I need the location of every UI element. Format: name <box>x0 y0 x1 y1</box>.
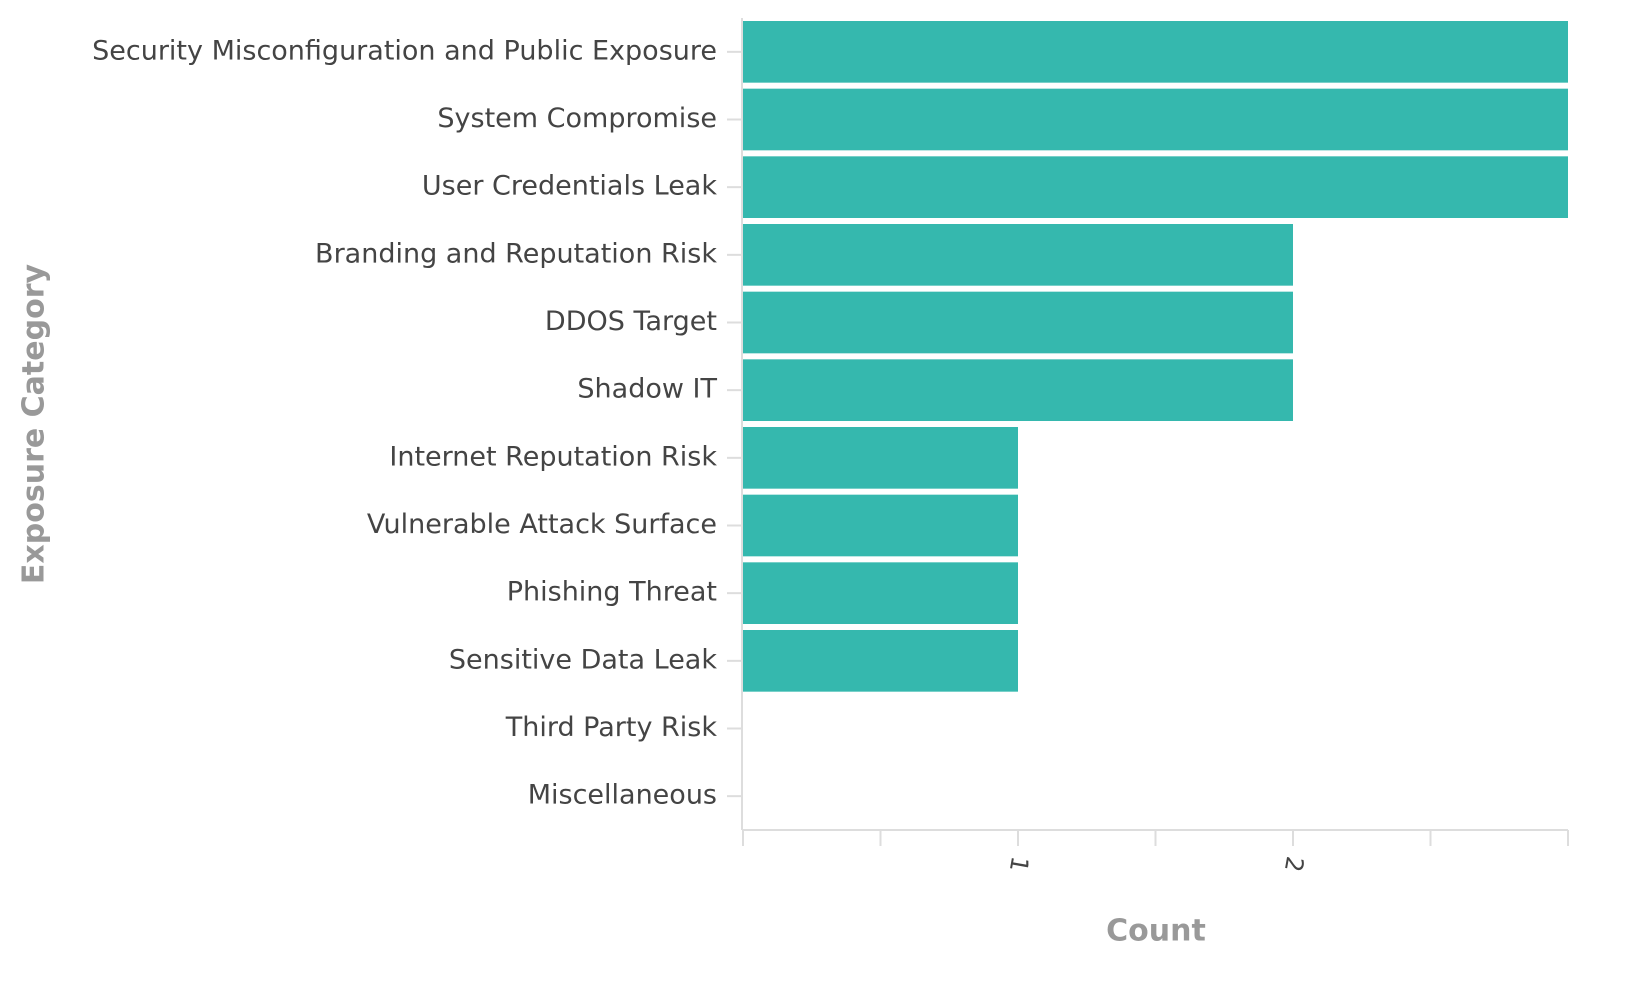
category-label: Sensitive Data Leak <box>449 644 717 675</box>
category-label: System Compromise <box>437 103 717 134</box>
category-label: User Credentials Leak <box>422 171 717 202</box>
bar <box>743 291 1293 354</box>
x-tick-label: 2 <box>1279 854 1309 874</box>
y-axis-title: Exposure Category <box>17 264 52 585</box>
bar <box>743 630 1018 692</box>
bar <box>743 224 1293 286</box>
bar <box>743 359 1293 421</box>
bar <box>743 494 1018 557</box>
category-label: Miscellaneous <box>528 780 717 811</box>
bar <box>743 88 1568 151</box>
bar <box>743 427 1018 489</box>
x-tick-label: 1 <box>1004 854 1034 874</box>
x-axis-title: Count <box>1106 914 1206 949</box>
category-label: Shadow IT <box>577 374 717 405</box>
category-label: DDOS Target <box>545 306 717 337</box>
category-label: Vulnerable Attack Surface <box>367 509 717 540</box>
category-label: Phishing Threat <box>507 577 717 608</box>
category-label: Third Party Risk <box>505 712 718 743</box>
bar <box>743 562 1018 624</box>
category-label: Branding and Reputation Risk <box>315 238 717 269</box>
bar <box>743 156 1568 218</box>
bar <box>743 21 1568 83</box>
category-label: Security Misconfiguration and Public Exp… <box>92 35 717 66</box>
category-label: Internet Reputation Risk <box>389 441 717 472</box>
